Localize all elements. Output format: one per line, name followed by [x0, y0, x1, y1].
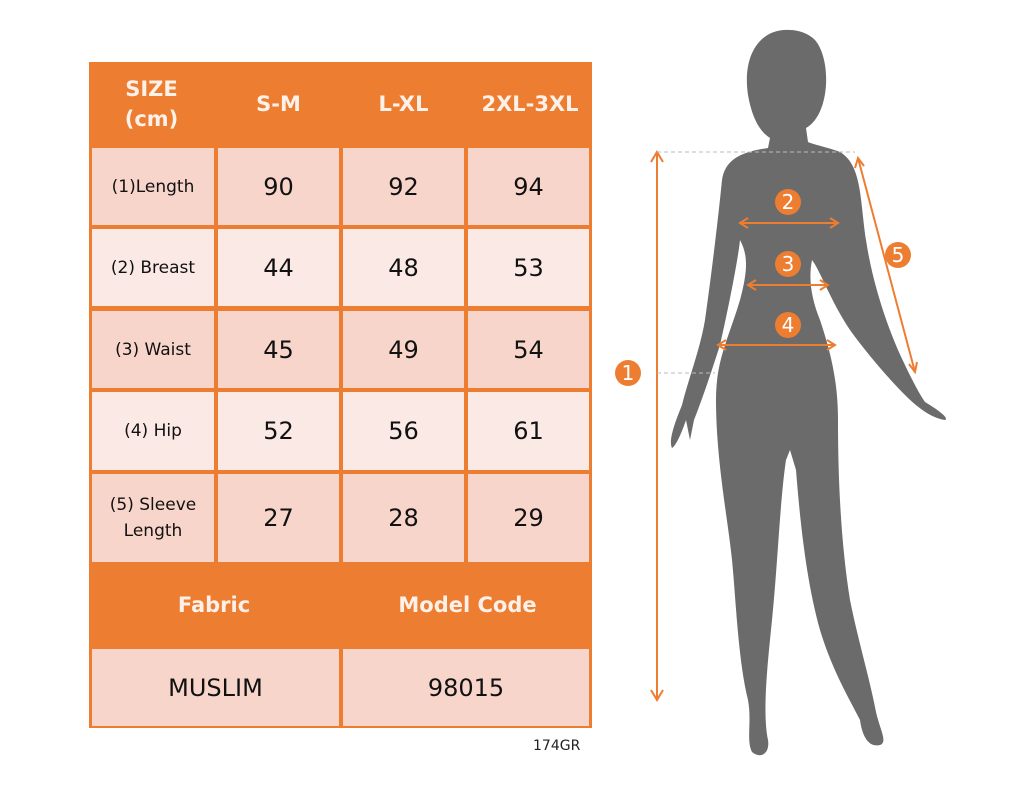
marker-number: 4	[782, 313, 795, 337]
size-value-cell: 44	[218, 229, 339, 306]
marker-circle	[775, 189, 801, 215]
size-chart-table: SIZE (cm) S-M L-XL 2XL-3XL (1)Length 90 92…	[89, 62, 592, 728]
size-value-cell: 28	[343, 474, 464, 562]
product-code: 174GR	[533, 738, 581, 754]
marker-2: 2	[775, 189, 801, 215]
header-l-xl: L-XL	[378, 91, 429, 116]
header-2xl-3xl: 2XL-3XL	[481, 91, 579, 116]
header-s-m: S-M	[256, 91, 301, 116]
size-value-cell: 92	[343, 148, 464, 225]
size-value-cell: 61	[468, 392, 589, 470]
marker-circle	[775, 312, 801, 338]
row-label: (4) Hip	[92, 392, 214, 470]
row-label: (2) Breast	[92, 229, 214, 306]
header-size-line2: (cm)	[124, 106, 179, 131]
row-label-line: (5) Sleeve	[109, 495, 197, 515]
size-value-cell: 94	[468, 148, 589, 225]
marker-number: 2	[782, 190, 795, 214]
header-size: SIZE (cm)	[89, 62, 214, 145]
marker-number: 1	[622, 361, 635, 385]
size-value-cell: 54	[468, 311, 589, 388]
silhouette-icon	[670, 29, 946, 756]
header-size-line1: SIZE	[125, 76, 178, 101]
marker-circle	[615, 360, 641, 386]
marker-number: 3	[782, 252, 795, 276]
marker-3: 3	[775, 251, 801, 277]
size-value-cell: 90	[218, 148, 339, 225]
row-label: (5) Sleeve Length	[92, 474, 214, 562]
guide-lines	[657, 151, 855, 374]
marker-number: 5	[892, 243, 905, 267]
size-value-cell: 27	[218, 474, 339, 562]
marker-circle	[775, 251, 801, 277]
size-value-cell: 56	[343, 392, 464, 470]
marker-4: 4	[775, 312, 801, 338]
measurement-markers: 1 2 3 4 5	[615, 189, 911, 386]
body-silhouette-figure: 1 2 3 4 5	[615, 29, 946, 756]
size-value-cell: 53	[468, 229, 589, 306]
measurement-arrows	[650, 150, 918, 702]
marker-5: 5	[885, 242, 911, 268]
row-label: (3) Waist	[92, 311, 214, 388]
size-value-cell: 29	[468, 474, 589, 562]
marker-circle	[885, 242, 911, 268]
sleeve-arrow	[857, 157, 916, 373]
header-fabric: Fabric	[177, 593, 251, 617]
size-value-cell: 45	[218, 311, 339, 388]
model-code-value: 98015	[343, 649, 589, 726]
size-value-cell: 52	[218, 392, 339, 470]
header-model-code: Model Code	[398, 593, 537, 617]
row-label-line: Length	[123, 521, 183, 541]
size-value-cell: 48	[343, 229, 464, 306]
row-label: (1)Length	[92, 148, 214, 225]
size-value-cell: 49	[343, 311, 464, 388]
fabric-value: MUSLIM	[92, 649, 339, 726]
marker-1: 1	[615, 360, 641, 386]
